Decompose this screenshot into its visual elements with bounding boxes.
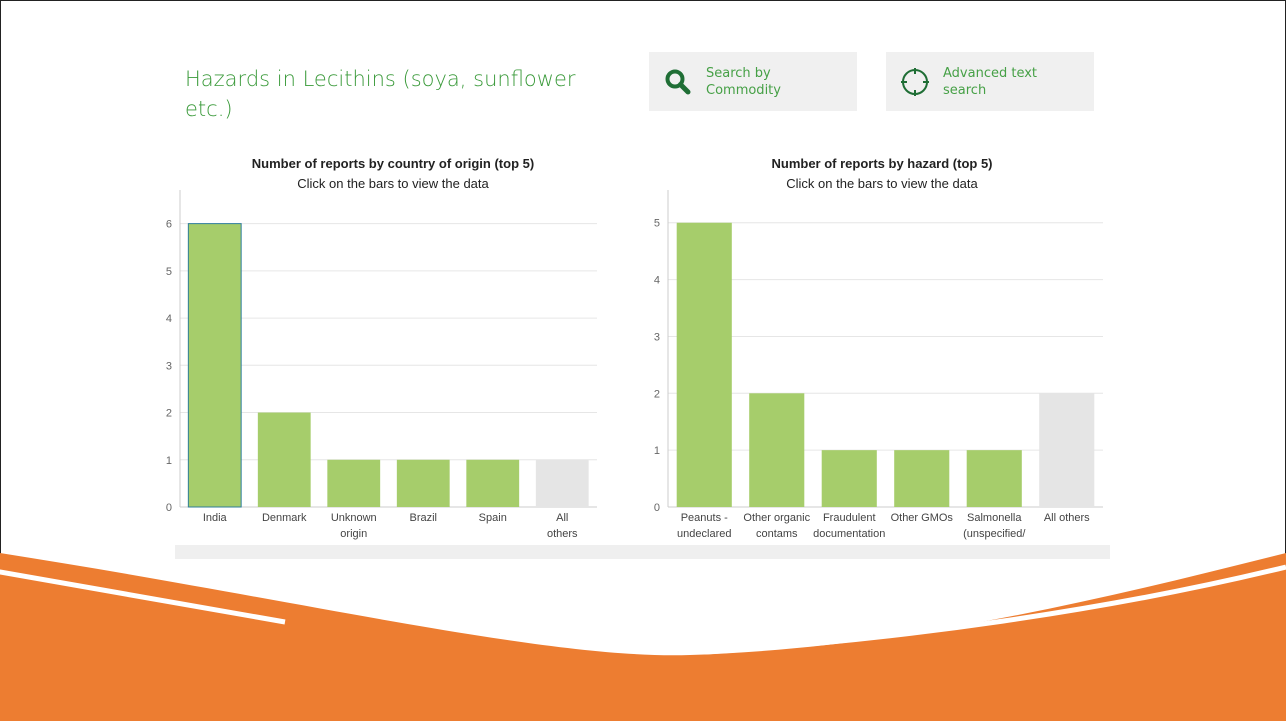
x-tick-label: Unknown origin	[331, 512, 377, 540]
chart-hazard: 0 1 2 3 4 5 Peanuts -undeclared Other organic co…	[654, 190, 1103, 556]
page-title: Hazards in Lecithins (soya, sunflower et…	[185, 67, 576, 121]
x-tick-label: All others	[547, 512, 578, 540]
bar-denmark[interactable]	[257, 412, 311, 507]
chart-1-title: Number of reports by country of origin (…	[251, 156, 535, 171]
x-tick-label: All others	[1044, 512, 1090, 524]
y-tick-label: 0	[654, 502, 660, 514]
y-tick-label: 3	[166, 360, 172, 372]
x-tick-label: Denmark	[262, 512, 307, 524]
bar-fraudulent-documentation[interactable]	[821, 450, 877, 507]
bar-all-others[interactable]	[535, 459, 589, 507]
x-tick-label: Fraudulent documentation	[813, 512, 885, 540]
bar-unknown-origin[interactable]	[327, 459, 381, 507]
x-tick-label: Spain	[479, 512, 507, 524]
y-tick-label: 0	[166, 502, 172, 514]
bar-salmonella-unspecified-other-spp[interactable]	[966, 450, 1022, 507]
advanced-text-search-label: Advanced text search	[943, 65, 1038, 98]
x-tick-label: Other GMOs	[891, 512, 954, 524]
y-tick-label: 2	[166, 408, 172, 420]
chart-2-subtitle: Click on the bars to view the data	[786, 176, 978, 191]
chart-2-title: Number of reports by hazard (top 5)	[771, 156, 993, 171]
y-tick-label: 5	[166, 266, 172, 278]
y-tick-label: 4	[166, 313, 172, 325]
y-tick-label: 1	[654, 445, 660, 457]
search-by-commodity-button[interactable]: Search by Commodity	[649, 52, 857, 111]
bar-peanuts-undeclared[interactable]	[676, 222, 732, 508]
bar-spain[interactable]	[466, 459, 520, 507]
y-tick-label: 3	[654, 331, 660, 343]
horizontal-scroll-strip[interactable]	[175, 545, 1110, 559]
search-icon	[665, 69, 691, 94]
x-tick-label: Brazil	[409, 512, 437, 524]
y-tick-label: 6	[166, 219, 172, 231]
advanced-text-search-button[interactable]: Advanced text search	[886, 52, 1094, 111]
bar-all-others[interactable]	[1039, 393, 1095, 507]
y-tick-label: 2	[654, 388, 660, 400]
crosshair-icon	[901, 67, 929, 96]
bar-other-organic-contams[interactable]	[749, 393, 805, 507]
x-tick-label: India	[203, 512, 228, 524]
chart-1-subtitle: Click on the bars to view the data	[297, 176, 489, 191]
chart-country-of-origin: 0 1 2 3 4 5 6 India Denmark Unknown origin Brazil Sp…	[166, 190, 597, 540]
y-tick-label: 5	[654, 218, 660, 230]
y-tick-label: 1	[166, 455, 172, 467]
x-tick-label: Other organic contams	[743, 512, 810, 540]
bar-india[interactable]	[187, 223, 242, 508]
bar-other-gmos[interactable]	[894, 450, 950, 507]
x-tick-label: Peanuts -undeclared	[677, 512, 731, 540]
y-tick-label: 4	[654, 275, 660, 287]
bar-brazil[interactable]	[396, 459, 450, 507]
search-by-commodity-label: Search by Commodity	[706, 65, 781, 98]
decorative-orange-wave	[0, 553, 1286, 721]
